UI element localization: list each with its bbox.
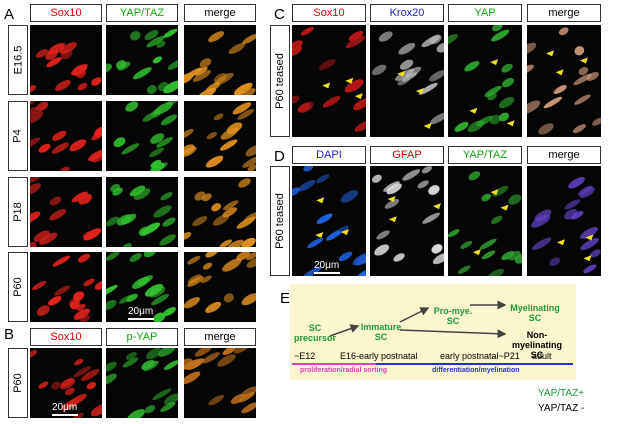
micrograph [106, 25, 178, 95]
stage: Pro-mye. SC [433, 306, 473, 326]
scale-bar [314, 272, 340, 274]
age: E16-early postnatal [340, 351, 418, 361]
stage: SC precursor [293, 323, 337, 343]
row-label: P4 [8, 101, 28, 171]
micrograph [184, 348, 256, 418]
column-header: DAPI [292, 146, 366, 164]
row-label-text: E16.5 [12, 45, 24, 75]
column-header: merge [184, 4, 256, 22]
row-label: P60 [8, 252, 28, 322]
column-header: p-YAP [106, 328, 178, 346]
micrograph [370, 166, 444, 276]
column-header: GFAP [370, 146, 444, 164]
panel-label: C [274, 6, 285, 23]
phase: differentiation/myelination [432, 367, 520, 374]
phase: proliferation/radial sorting [300, 367, 388, 374]
micrograph [106, 101, 178, 171]
row-label: P60 teased [270, 166, 290, 276]
row-label: P18 [8, 177, 28, 247]
row-label-text: P4 [12, 129, 24, 143]
micrograph [527, 25, 601, 137]
panel-label: B [4, 326, 15, 343]
micrograph [292, 166, 366, 276]
panel-label: D [274, 148, 285, 165]
stage: Myelinating SC [510, 303, 560, 323]
micrograph [184, 25, 256, 95]
row-label: P60 teased [270, 25, 290, 137]
panel-label: A [4, 6, 15, 23]
micrograph [30, 101, 102, 171]
micrograph [448, 25, 522, 137]
scale-label: 20μm [128, 306, 154, 317]
legend-item: YAP/TAZ - [538, 403, 585, 414]
row-label-text: P60 [12, 277, 25, 297]
column-header: YAP/TAZ [448, 146, 522, 164]
micrograph [106, 348, 178, 418]
micrograph [448, 166, 522, 276]
micrograph [30, 252, 102, 322]
age: adult [532, 351, 552, 361]
scale-bar [128, 318, 154, 320]
micrograph [30, 25, 102, 95]
column-header: Sox10 [30, 328, 102, 346]
legend-item: YAP/TAZ+ [538, 388, 585, 399]
micrograph [370, 25, 444, 137]
row-label-text: P60 teased [274, 193, 286, 249]
micrograph [184, 177, 256, 247]
micrograph [292, 25, 366, 137]
micrograph [106, 252, 178, 322]
row-label: P60 [8, 348, 28, 418]
column-header: YAP/TAZ [106, 4, 178, 22]
age: early postnatal~P21 [440, 351, 520, 361]
row-label-text: P60 teased [274, 53, 286, 109]
column-header: YAP [448, 4, 522, 22]
micrograph [184, 101, 256, 171]
scale-label: 20μm [52, 402, 78, 413]
micrograph [184, 252, 256, 322]
column-header: Sox10 [30, 4, 102, 22]
row-label-text: P18 [12, 202, 25, 222]
stage: Immature SC [360, 322, 402, 342]
micrograph [527, 166, 601, 276]
column-header: merge [527, 146, 601, 164]
row-label-text: P60 [12, 373, 25, 393]
column-header: merge [184, 328, 256, 346]
column-header: merge [527, 4, 601, 22]
column-header: Sox10 [292, 4, 366, 22]
scale-label: 20μm [314, 260, 340, 271]
panel-label: E [280, 290, 291, 307]
stage: Non-myelinating SC [511, 330, 562, 360]
row-label: E16.5 [8, 25, 28, 95]
micrograph [30, 177, 102, 247]
micrograph [106, 177, 178, 247]
scale-bar [52, 414, 78, 416]
micrograph [30, 348, 102, 418]
column-header: Krox20 [370, 4, 444, 22]
age: ~E12 [294, 351, 316, 361]
